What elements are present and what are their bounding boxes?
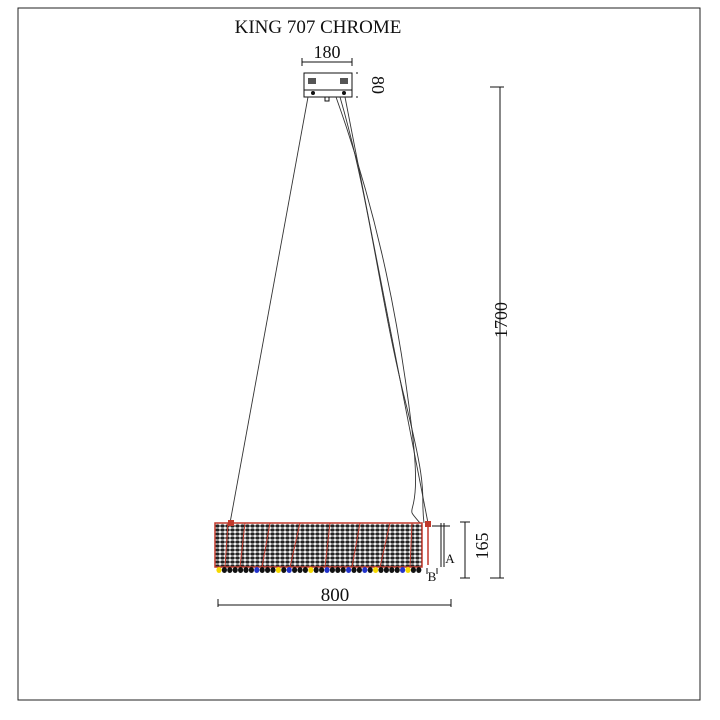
- crystal-bead: [275, 567, 281, 573]
- crystal-bead: [410, 567, 416, 573]
- suspension-cables: [229, 96, 429, 524]
- drawing-title: KING 707 CHROME: [235, 17, 402, 38]
- crystal-bead: [319, 567, 325, 573]
- crystal-bead: [238, 567, 244, 573]
- label-b: B: [428, 569, 437, 584]
- crystal-bead: [340, 567, 346, 573]
- canopy-width-label: 180: [314, 42, 341, 62]
- crystal-bead: [308, 567, 314, 573]
- overall-height-dimension: 1700: [490, 86, 511, 579]
- crystal-bead: [329, 567, 335, 573]
- crystal-bead: [383, 567, 389, 573]
- crystal-bead: [362, 567, 368, 573]
- crystal-bead: [335, 567, 341, 573]
- chandelier-body: [214, 520, 431, 573]
- crystal-bead: [313, 567, 319, 573]
- crystal-bead: [416, 567, 422, 573]
- crystal-bead: [243, 567, 249, 573]
- crystal-row: [216, 567, 422, 573]
- crystal-bead: [367, 567, 373, 573]
- sheet-border: [17, 7, 701, 701]
- crystal-bead: [254, 567, 260, 573]
- crystal-bead: [216, 567, 222, 573]
- crystal-bead: [356, 567, 362, 573]
- overall-height-label: 1700: [491, 302, 511, 338]
- crystal-bead: [270, 567, 276, 573]
- body-width-dimension: 800: [217, 585, 452, 607]
- crystal-bead: [302, 567, 308, 573]
- crystal-bead: [265, 567, 271, 573]
- crystal-bead: [405, 567, 411, 573]
- body-height-dimension: 165 A B: [426, 521, 492, 584]
- crystal-bead: [227, 567, 233, 573]
- crystal-bead: [351, 567, 357, 573]
- crystal-bead: [292, 567, 298, 573]
- canopy: 180 80: [301, 42, 388, 102]
- crystal-bead: [259, 567, 265, 573]
- crystal-bead: [221, 567, 227, 573]
- crystal-bead: [297, 567, 303, 573]
- crystal-bead: [324, 567, 330, 573]
- label-a: A: [445, 551, 455, 566]
- crystal-bead: [286, 567, 292, 573]
- crystal-bead: [394, 567, 400, 573]
- crystal-bead: [346, 567, 352, 573]
- crystal-bead: [389, 567, 395, 573]
- crystal-bead: [400, 567, 406, 573]
- body-width-label: 800: [321, 585, 350, 606]
- canopy-height-label: 80: [368, 76, 388, 94]
- crystal-bead: [378, 567, 384, 573]
- crystal-bead: [232, 567, 238, 573]
- crystal-bead: [281, 567, 287, 573]
- crystal-bead: [248, 567, 254, 573]
- body-height-label: 165: [472, 533, 492, 560]
- crystal-bead: [373, 567, 379, 573]
